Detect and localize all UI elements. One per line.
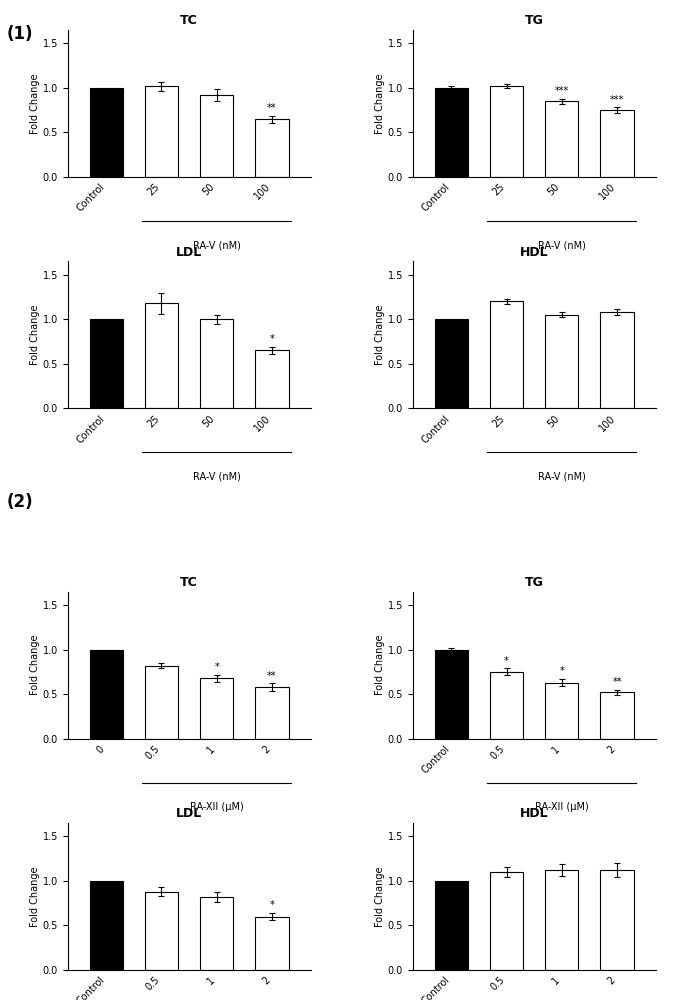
Y-axis label: Fold Change: Fold Change bbox=[30, 866, 40, 927]
Text: RA-XII (μM): RA-XII (μM) bbox=[535, 802, 589, 812]
Bar bbox=[145, 303, 178, 408]
Text: RA-V (nM): RA-V (nM) bbox=[538, 471, 586, 481]
Title: TG: TG bbox=[525, 14, 544, 27]
Bar bbox=[200, 95, 233, 177]
Bar bbox=[256, 350, 289, 408]
Bar bbox=[546, 870, 579, 970]
Bar bbox=[490, 872, 523, 970]
Bar bbox=[90, 319, 123, 408]
Bar bbox=[200, 897, 233, 970]
Y-axis label: Fold Change: Fold Change bbox=[375, 73, 385, 134]
Title: LDL: LDL bbox=[176, 807, 202, 820]
Text: ***: *** bbox=[555, 86, 569, 96]
Bar bbox=[145, 666, 178, 739]
Y-axis label: Fold Change: Fold Change bbox=[375, 305, 385, 365]
Bar bbox=[490, 301, 523, 408]
Bar bbox=[90, 881, 123, 970]
Text: *: * bbox=[504, 656, 509, 666]
Bar bbox=[90, 88, 123, 177]
Bar bbox=[200, 678, 233, 739]
Title: HDL: HDL bbox=[520, 807, 548, 820]
Text: *: * bbox=[214, 662, 219, 672]
Y-axis label: Fold Change: Fold Change bbox=[30, 73, 40, 134]
Bar bbox=[435, 319, 468, 408]
Bar bbox=[256, 687, 289, 739]
Bar bbox=[600, 692, 633, 739]
Text: **: ** bbox=[267, 103, 276, 113]
Text: (1): (1) bbox=[7, 25, 33, 43]
Bar bbox=[600, 870, 633, 970]
Bar bbox=[90, 650, 123, 739]
Title: LDL: LDL bbox=[176, 246, 202, 259]
Text: (2): (2) bbox=[7, 493, 33, 511]
Title: TC: TC bbox=[180, 14, 198, 27]
Bar bbox=[145, 892, 178, 970]
Text: ***: *** bbox=[610, 95, 624, 105]
Text: RA-V (nM): RA-V (nM) bbox=[193, 240, 241, 250]
Y-axis label: Fold Change: Fold Change bbox=[375, 866, 385, 927]
Bar bbox=[490, 672, 523, 739]
Text: **: ** bbox=[267, 671, 276, 681]
Text: *: * bbox=[270, 900, 274, 910]
Bar bbox=[600, 110, 633, 177]
Text: *: * bbox=[270, 334, 274, 344]
Title: TC: TC bbox=[180, 576, 198, 589]
Text: *: * bbox=[560, 666, 564, 676]
Y-axis label: Fold Change: Fold Change bbox=[30, 305, 40, 365]
Bar bbox=[546, 683, 579, 739]
Bar bbox=[546, 101, 579, 177]
Y-axis label: Fold Change: Fold Change bbox=[30, 635, 40, 695]
Text: **: ** bbox=[612, 677, 622, 687]
Text: RA-V (nM): RA-V (nM) bbox=[193, 471, 241, 481]
Bar bbox=[600, 312, 633, 408]
Bar bbox=[145, 86, 178, 177]
Title: HDL: HDL bbox=[520, 246, 548, 259]
Bar bbox=[546, 315, 579, 408]
Bar bbox=[435, 88, 468, 177]
Bar bbox=[435, 881, 468, 970]
Text: RA-V (nM): RA-V (nM) bbox=[538, 240, 586, 250]
Title: TG: TG bbox=[525, 576, 544, 589]
Bar bbox=[490, 86, 523, 177]
Y-axis label: Fold Change: Fold Change bbox=[375, 635, 385, 695]
Bar bbox=[256, 917, 289, 970]
Bar bbox=[200, 319, 233, 408]
Text: RA-XII (μM): RA-XII (μM) bbox=[190, 802, 243, 812]
Bar bbox=[435, 650, 468, 739]
Bar bbox=[256, 119, 289, 177]
